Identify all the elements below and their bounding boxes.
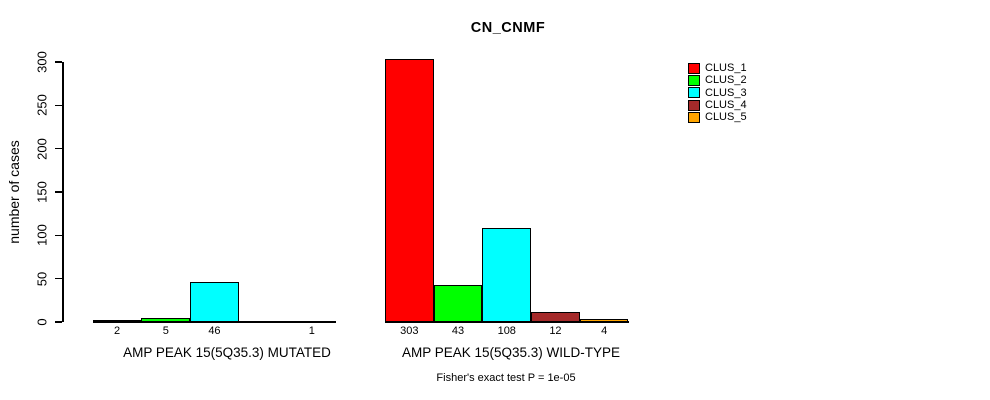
legend-label: CLUS_2	[705, 74, 747, 87]
legend-label: CLUS_1	[705, 62, 747, 75]
x-axis-group-label-mutated: AMP PEAK 15(5Q35.3) MUTATED	[123, 345, 331, 360]
legend-item: CLUS_5	[688, 111, 747, 123]
bar-value-label: 12	[549, 325, 562, 337]
legend-swatch-clus-5	[688, 111, 700, 123]
bar-value-label: 303	[400, 325, 419, 337]
y-tick-mark	[55, 277, 62, 280]
bar-clus-3-group-0	[190, 282, 239, 322]
legend-item: CLUS_4	[688, 99, 747, 111]
y-tick-label: 300	[34, 51, 50, 73]
chart-title: CN_CNMF	[470, 20, 546, 36]
bar-clus-2-group-0	[141, 317, 191, 322]
legend-item: CLUS_3	[688, 87, 747, 99]
legend-swatch-clus-1	[688, 62, 700, 74]
bar-value-label: 108	[497, 325, 516, 337]
bar-value-label: 5	[162, 325, 169, 337]
bar-clus-4-group-1	[531, 311, 580, 322]
y-tick-label: 150	[34, 181, 50, 203]
y-axis-label: number of cases	[6, 140, 22, 244]
y-tick-mark	[55, 191, 62, 193]
bar-clus-5-group-0	[287, 321, 337, 324]
y-tick-mark	[55, 61, 62, 63]
legend-label: CLUS_3	[705, 86, 747, 99]
legend-swatch-clus-2	[688, 74, 700, 86]
y-tick-mark	[55, 104, 62, 107]
bar-clus-1-group-1	[385, 59, 434, 322]
y-tick-mark	[55, 321, 62, 323]
x-axis-group-label-wild-type: AMP PEAK 15(5Q35.3) WILD-TYPE	[401, 345, 621, 360]
bar-clus-1-group-0	[92, 320, 142, 323]
legend-swatch-clus-3	[688, 87, 700, 99]
bar-clus-3-group-1	[482, 228, 532, 322]
bar-value-label: 1	[308, 325, 315, 337]
bar-value-label: 2	[113, 325, 121, 337]
legend-label: CLUS_5	[705, 111, 747, 124]
y-tick-label: 0	[34, 318, 50, 326]
bar-clus-2-group-1	[433, 284, 483, 322]
y-tick-mark	[55, 147, 62, 150]
y-tick-label: 250	[34, 94, 50, 117]
legend-item: CLUS_2	[688, 74, 747, 86]
legend: CLUS_1 CLUS_2 CLUS_3 CLUS_4 CLUS_5	[688, 62, 747, 123]
legend-label: CLUS_4	[705, 99, 747, 112]
legend-swatch-clus-4	[688, 99, 700, 111]
y-tick-label: 100	[34, 224, 50, 247]
bar-value-label: 4	[601, 325, 608, 337]
y-tick-mark	[55, 234, 62, 237]
y-tick-label: 50	[34, 271, 50, 286]
bar-value-label: 46	[208, 325, 221, 337]
legend-item: CLUS_1	[688, 62, 747, 74]
bar-clus-5-group-1	[579, 318, 629, 322]
fisher-test-annotation: Fisher's exact test P = 1e-05	[436, 372, 576, 384]
bar-value-label: 43	[451, 325, 465, 337]
y-axis	[62, 62, 64, 322]
y-tick-label: 200	[34, 137, 50, 160]
